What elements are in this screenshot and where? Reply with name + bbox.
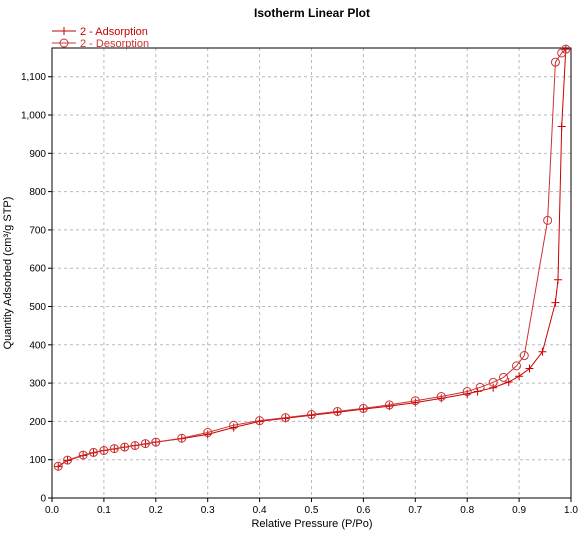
x-tick-label: 0.4 (253, 505, 267, 516)
data-point-plus (437, 394, 446, 403)
data-point-plus (515, 372, 524, 381)
x-tick-label: 0.3 (201, 505, 215, 516)
data-point-circle (99, 446, 109, 456)
legend-item-adsorption: 2 - Adsorption (52, 26, 148, 38)
data-point-circle (177, 433, 187, 443)
x-tick-label: 0.2 (149, 505, 163, 516)
data-point-circle (78, 450, 88, 460)
data-point-circle (519, 351, 529, 361)
x-tick-label: 0.0 (45, 505, 59, 516)
x-axis-title: Relative Pressure (P/Po) (251, 518, 372, 530)
data-point-plus (538, 347, 547, 356)
data-point-plus (54, 462, 63, 471)
series-layer (53, 44, 571, 471)
x-tick-label: 0.8 (460, 505, 474, 516)
legend-item-desorption: 2 - Desorption (52, 38, 149, 50)
x-tick-label: 0.5 (305, 505, 319, 516)
y-tick-label: 300 (29, 379, 46, 390)
legend-label-desorption: 2 - Desorption (80, 38, 149, 50)
data-point-circle (307, 410, 316, 420)
data-point-circle (384, 400, 394, 410)
grid (52, 48, 571, 498)
y-tick-label: 600 (29, 264, 46, 275)
data-point-circle (229, 420, 239, 430)
data-point-circle (499, 372, 509, 382)
y-axis-title: Quantity Adsorbed (cm³/g STP) (2, 197, 14, 350)
data-point-circle (512, 361, 522, 371)
data-point-circle (475, 382, 485, 392)
x-tick-label: 0.7 (408, 505, 422, 516)
y-tick-label: 100 (29, 455, 46, 466)
data-point-circle (203, 428, 213, 438)
legend-marker-circle (59, 38, 69, 48)
x-tick-label: 0.9 (512, 505, 526, 516)
legend-marker-plus (60, 27, 68, 35)
data-point-circle (543, 215, 553, 225)
data-point-circle (410, 396, 420, 406)
legend: 2 - Adsorption 2 - Desorption (52, 26, 149, 50)
y-tick-label: 1,100 (21, 72, 46, 83)
data-point-plus (411, 398, 420, 407)
series-adsorption (54, 45, 570, 471)
data-point-circle (462, 387, 472, 397)
y-ticks: 0 100 200 300 400 500 600 700 800 900 1,000 1,100 (21, 72, 52, 505)
legend-label-adsorption: 2 - Adsorption (80, 26, 148, 38)
y-tick-label: 700 (29, 225, 46, 236)
data-point-circle (557, 48, 567, 58)
data-point-circle (63, 455, 73, 465)
data-point-circle (358, 403, 368, 413)
y-tick-label: 900 (29, 149, 46, 160)
x-tick-label: 0.6 (356, 505, 370, 516)
y-tick-label: 800 (29, 187, 46, 198)
x-tick-label: 0.1 (97, 505, 111, 516)
data-point-circle (120, 442, 130, 452)
y-tick-label: 200 (29, 417, 46, 428)
data-point-circle (332, 406, 342, 416)
x-tick-label: 1.0 (564, 505, 578, 516)
data-point-plus (554, 275, 563, 284)
data-point-circle (281, 413, 291, 423)
data-point-circle (151, 437, 161, 447)
x-ticks: 0.0 0.1 0.2 0.3 0.4 0.5 0.6 0.7 0.8 0.9 1.0 (45, 498, 578, 516)
chart-title: Isotherm Linear Plot (254, 6, 370, 20)
series-line-desorption (57, 48, 567, 467)
y-tick-label: 1,000 (21, 111, 46, 122)
y-tick-label: 400 (29, 340, 46, 351)
y-tick-label: 0 (40, 494, 46, 505)
data-point-circle (488, 377, 498, 387)
data-point-plus (525, 364, 534, 373)
data-point-circle (53, 461, 63, 471)
data-point-plus (557, 122, 566, 131)
data-point-circle (255, 416, 265, 426)
y-tick-label: 500 (29, 302, 46, 313)
data-point-plus (551, 298, 560, 307)
data-point-circle (550, 57, 560, 67)
data-point-plus (203, 430, 212, 439)
data-point-circle (109, 444, 119, 454)
data-point-circle (130, 441, 140, 451)
data-point-circle (89, 447, 99, 457)
data-point-plus (504, 377, 513, 386)
data-point-circle (140, 439, 150, 449)
data-point-plus (489, 383, 498, 392)
series-desorption (53, 44, 571, 471)
data-point-circle (436, 392, 446, 402)
